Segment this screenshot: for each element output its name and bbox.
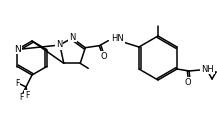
Text: N: N <box>56 40 62 49</box>
Text: O: O <box>100 52 107 61</box>
Text: F: F <box>25 90 29 100</box>
Text: N: N <box>69 33 76 41</box>
Text: N: N <box>14 44 21 54</box>
Text: NH: NH <box>201 65 214 73</box>
Text: F: F <box>19 93 23 102</box>
Text: O: O <box>185 78 191 87</box>
Text: F: F <box>15 80 19 88</box>
Text: HN: HN <box>111 34 124 43</box>
